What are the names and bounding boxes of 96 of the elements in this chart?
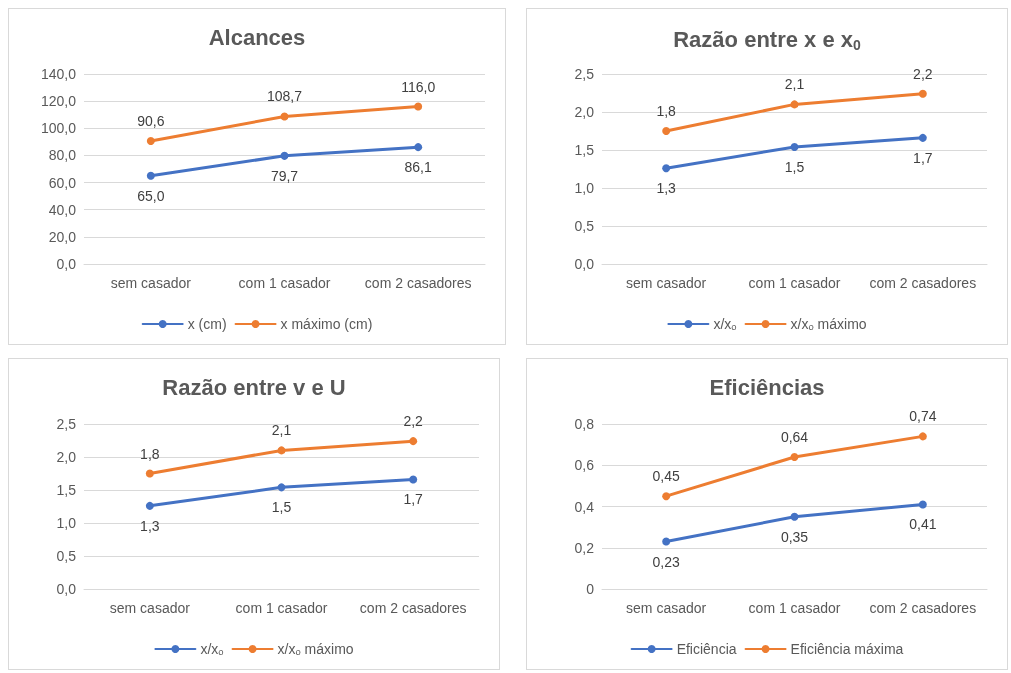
legend-label: x/xₒ máximo (277, 641, 354, 657)
point (414, 143, 423, 152)
y-tick-label: 2,0 (574, 104, 595, 120)
y-tick-label: 0,8 (574, 416, 595, 432)
data-label: 1,3 (140, 517, 160, 534)
legend-label: x máximo (cm) (280, 316, 373, 332)
data-label: 1,7 (913, 149, 933, 166)
point (277, 446, 286, 455)
x-tick-label: com 2 casadores (869, 275, 977, 291)
y-tick-label: 0,4 (574, 498, 595, 515)
data-label: 0,64 (780, 429, 809, 445)
y-tick-label: 1,0 (574, 180, 595, 196)
point (662, 127, 671, 135)
x-tick-label: sem casador (626, 600, 707, 616)
x-tick-label: com 2 casadores (869, 600, 977, 616)
data-label: 79,7 (270, 167, 299, 184)
y-tick-label: 1,5 (574, 142, 595, 158)
chart-title: Razão entre v e U (162, 374, 346, 400)
point (790, 100, 799, 109)
y-tick-label: 2,5 (56, 416, 77, 432)
point (918, 133, 927, 142)
point (146, 137, 155, 146)
point (662, 492, 671, 501)
point (414, 102, 423, 111)
chart-title: Alcances (208, 24, 306, 50)
data-label: 0,74 (909, 408, 937, 425)
data-label: 2,2 (913, 65, 933, 82)
data-label: 2,1 (784, 76, 805, 93)
data-label: 1,7 (403, 491, 424, 508)
data-label: 0,23 (652, 553, 680, 570)
y-tick-label: 0,5 (56, 548, 77, 564)
x-tick-label: com 1 casador (748, 275, 841, 291)
point (918, 500, 927, 509)
data-label: 1,5 (784, 158, 805, 175)
x-tick-label: com 2 casadores (359, 600, 467, 616)
y-tick-label: 120,0 (40, 93, 77, 110)
point (662, 537, 671, 546)
x-tick-label: sem casador (110, 275, 192, 291)
data-label: 116,0 (401, 78, 436, 95)
y-tick-label: 60,0 (48, 174, 77, 191)
point (409, 475, 418, 484)
point (280, 151, 289, 160)
y-tick-label: 80,0 (48, 147, 77, 164)
y-tick-label: 100,0 (40, 120, 77, 137)
data-label: 90,6 (137, 113, 165, 130)
data-label: 0,35 (780, 528, 809, 545)
point (790, 453, 799, 461)
legend-label: x/xₒ (200, 641, 224, 657)
legend-label: x/xₒ (713, 316, 737, 332)
y-tick-label: 0 (586, 581, 595, 597)
y-tick-label: 0,5 (574, 218, 595, 234)
point (790, 142, 799, 151)
point (277, 483, 286, 492)
data-label: 2,2 (403, 413, 424, 430)
point (409, 437, 418, 446)
y-tick-label: 0,6 (574, 457, 595, 474)
data-label: 1,5 (271, 499, 292, 516)
x-tick-label: sem casador (626, 275, 707, 291)
x-tick-label: sem casador (109, 600, 191, 616)
legend-label: x (cm) (187, 316, 227, 332)
chart-title: Eficiências (709, 374, 825, 400)
point (145, 501, 154, 510)
data-label: 1,8 (140, 445, 160, 462)
data-label: 2,1 (271, 422, 292, 439)
point (790, 512, 799, 521)
data-label: 108,7 (266, 88, 303, 105)
y-tick-label: 20,0 (48, 228, 77, 245)
data-label: 1,8 (656, 103, 677, 119)
y-tick-label: 1,0 (56, 515, 77, 531)
y-tick-label: 1,5 (56, 482, 77, 498)
point (146, 171, 155, 180)
x-tick-label: com 1 casador (748, 600, 841, 616)
legend-label: Eficiência (676, 641, 737, 657)
legend-label: x/xₒ máximo (790, 316, 867, 332)
y-tick-label: 140,0 (40, 66, 77, 82)
point (918, 89, 927, 98)
y-tick-label: 0,0 (56, 256, 77, 272)
point (662, 164, 671, 173)
data-label: 1,3 (656, 180, 677, 197)
y-tick-label: 0,2 (574, 539, 595, 556)
point (280, 112, 289, 121)
x-tick-label: com 1 casador (235, 600, 328, 616)
data-label: 0,45 (652, 468, 680, 485)
data-label: 65,0 (137, 187, 165, 204)
y-tick-label: 0,0 (574, 256, 595, 272)
data-label: 86,1 (404, 159, 432, 176)
point (145, 469, 154, 478)
y-tick-label: 2,5 (574, 66, 595, 82)
y-tick-label: 40,0 (48, 201, 77, 218)
y-tick-label: 0,0 (56, 581, 77, 597)
y-tick-label: 2,0 (56, 449, 77, 465)
x-tick-label: com 1 casador (238, 275, 331, 291)
point (918, 432, 927, 441)
x-tick-label: com 2 casadores (364, 275, 472, 291)
legend-label: Eficiência máxima (790, 641, 904, 657)
data-label: 0,41 (909, 516, 937, 533)
